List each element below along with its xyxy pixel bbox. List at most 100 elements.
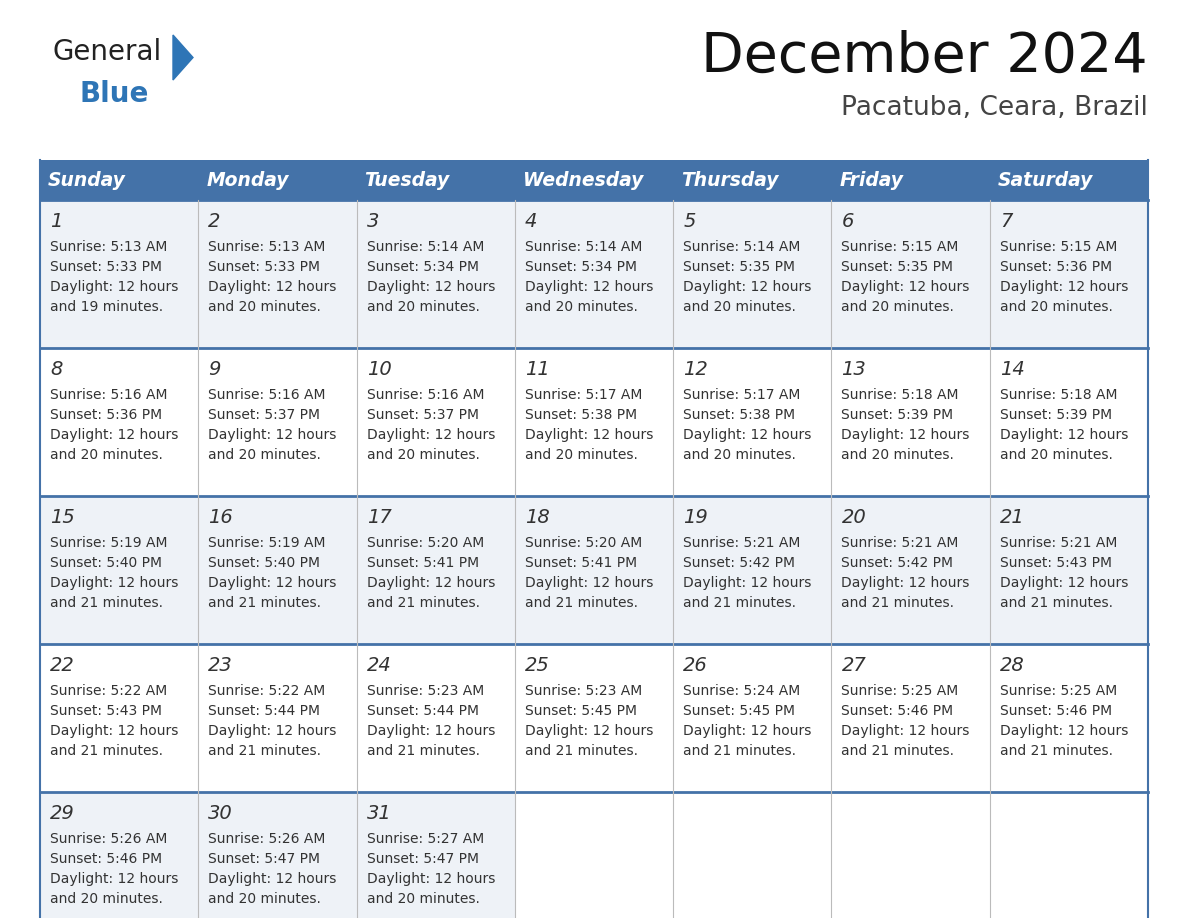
Text: and 20 minutes.: and 20 minutes. — [50, 448, 163, 462]
Text: and 21 minutes.: and 21 minutes. — [525, 744, 638, 758]
Text: Sunrise: 5:23 AM: Sunrise: 5:23 AM — [525, 684, 642, 698]
Text: Sunset: 5:43 PM: Sunset: 5:43 PM — [1000, 556, 1112, 570]
Text: and 21 minutes.: and 21 minutes. — [208, 596, 321, 610]
Text: 14: 14 — [1000, 360, 1024, 379]
Text: 26: 26 — [683, 656, 708, 675]
Text: Daylight: 12 hours: Daylight: 12 hours — [683, 280, 811, 294]
Text: Sunset: 5:46 PM: Sunset: 5:46 PM — [50, 852, 162, 866]
Text: Sunrise: 5:22 AM: Sunrise: 5:22 AM — [50, 684, 168, 698]
Bar — [40, 348, 1148, 496]
Bar — [832, 792, 990, 918]
Text: Sunrise: 5:26 AM: Sunrise: 5:26 AM — [208, 832, 326, 846]
Text: Daylight: 12 hours: Daylight: 12 hours — [1000, 280, 1129, 294]
Text: Sunrise: 5:23 AM: Sunrise: 5:23 AM — [367, 684, 484, 698]
Text: Daylight: 12 hours: Daylight: 12 hours — [683, 724, 811, 738]
Text: Daylight: 12 hours: Daylight: 12 hours — [50, 872, 178, 886]
Bar — [990, 792, 1148, 918]
Text: Sunset: 5:36 PM: Sunset: 5:36 PM — [50, 408, 162, 422]
Bar — [40, 200, 1148, 348]
Text: Daylight: 12 hours: Daylight: 12 hours — [841, 576, 969, 590]
Text: 1: 1 — [50, 212, 63, 231]
Text: 29: 29 — [50, 804, 75, 823]
Text: 20: 20 — [841, 508, 866, 527]
Text: Sunset: 5:42 PM: Sunset: 5:42 PM — [841, 556, 954, 570]
Text: 16: 16 — [208, 508, 233, 527]
Bar — [674, 792, 832, 918]
Bar — [832, 160, 990, 200]
Text: December 2024: December 2024 — [701, 30, 1148, 84]
Text: Daylight: 12 hours: Daylight: 12 hours — [50, 280, 178, 294]
Text: 7: 7 — [1000, 212, 1012, 231]
Text: Sunrise: 5:16 AM: Sunrise: 5:16 AM — [50, 388, 168, 402]
Text: Sunrise: 5:21 AM: Sunrise: 5:21 AM — [683, 536, 801, 550]
Text: Daylight: 12 hours: Daylight: 12 hours — [50, 576, 178, 590]
Text: Sunrise: 5:20 AM: Sunrise: 5:20 AM — [525, 536, 642, 550]
Text: Daylight: 12 hours: Daylight: 12 hours — [367, 576, 495, 590]
Text: Sunset: 5:44 PM: Sunset: 5:44 PM — [208, 704, 321, 718]
Text: Daylight: 12 hours: Daylight: 12 hours — [683, 428, 811, 442]
Text: and 20 minutes.: and 20 minutes. — [841, 448, 954, 462]
Bar — [514, 160, 674, 200]
Text: 2: 2 — [208, 212, 221, 231]
Text: 19: 19 — [683, 508, 708, 527]
Text: Sunset: 5:41 PM: Sunset: 5:41 PM — [367, 556, 479, 570]
Text: Daylight: 12 hours: Daylight: 12 hours — [525, 576, 653, 590]
Text: Daylight: 12 hours: Daylight: 12 hours — [367, 724, 495, 738]
Text: Sunrise: 5:20 AM: Sunrise: 5:20 AM — [367, 536, 484, 550]
Text: and 21 minutes.: and 21 minutes. — [1000, 596, 1113, 610]
Text: and 20 minutes.: and 20 minutes. — [683, 448, 796, 462]
Text: Daylight: 12 hours: Daylight: 12 hours — [208, 280, 336, 294]
Text: 3: 3 — [367, 212, 379, 231]
Text: Sunset: 5:33 PM: Sunset: 5:33 PM — [50, 260, 162, 274]
Text: Sunset: 5:46 PM: Sunset: 5:46 PM — [841, 704, 954, 718]
Text: Wednesday: Wednesday — [523, 171, 643, 189]
Text: Daylight: 12 hours: Daylight: 12 hours — [1000, 724, 1129, 738]
Text: Sunrise: 5:24 AM: Sunrise: 5:24 AM — [683, 684, 801, 698]
Text: 9: 9 — [208, 360, 221, 379]
Text: and 21 minutes.: and 21 minutes. — [525, 596, 638, 610]
Text: 12: 12 — [683, 360, 708, 379]
Text: and 20 minutes.: and 20 minutes. — [367, 892, 480, 906]
Text: Sunrise: 5:21 AM: Sunrise: 5:21 AM — [841, 536, 959, 550]
Text: Sunset: 5:42 PM: Sunset: 5:42 PM — [683, 556, 795, 570]
Bar — [40, 644, 1148, 792]
Text: and 20 minutes.: and 20 minutes. — [1000, 300, 1113, 314]
Text: and 20 minutes.: and 20 minutes. — [50, 892, 163, 906]
Bar — [40, 160, 198, 200]
Text: Sunset: 5:35 PM: Sunset: 5:35 PM — [683, 260, 795, 274]
Text: Sunrise: 5:25 AM: Sunrise: 5:25 AM — [1000, 684, 1117, 698]
Text: and 21 minutes.: and 21 minutes. — [841, 744, 954, 758]
Text: Sunset: 5:34 PM: Sunset: 5:34 PM — [367, 260, 479, 274]
Text: Daylight: 12 hours: Daylight: 12 hours — [208, 872, 336, 886]
Text: Sunset: 5:40 PM: Sunset: 5:40 PM — [208, 556, 321, 570]
Text: and 20 minutes.: and 20 minutes. — [208, 892, 321, 906]
Text: and 21 minutes.: and 21 minutes. — [208, 744, 321, 758]
Text: Sunrise: 5:17 AM: Sunrise: 5:17 AM — [525, 388, 643, 402]
Text: and 20 minutes.: and 20 minutes. — [683, 300, 796, 314]
Text: Sunrise: 5:14 AM: Sunrise: 5:14 AM — [683, 240, 801, 254]
Text: Sunset: 5:35 PM: Sunset: 5:35 PM — [841, 260, 954, 274]
Text: Sunrise: 5:14 AM: Sunrise: 5:14 AM — [525, 240, 643, 254]
Text: Sunset: 5:37 PM: Sunset: 5:37 PM — [367, 408, 479, 422]
Text: Sunset: 5:34 PM: Sunset: 5:34 PM — [525, 260, 637, 274]
Text: Sunrise: 5:14 AM: Sunrise: 5:14 AM — [367, 240, 484, 254]
Text: Daylight: 12 hours: Daylight: 12 hours — [50, 428, 178, 442]
Text: Daylight: 12 hours: Daylight: 12 hours — [208, 576, 336, 590]
Text: Daylight: 12 hours: Daylight: 12 hours — [367, 428, 495, 442]
Text: 27: 27 — [841, 656, 866, 675]
Polygon shape — [173, 35, 192, 80]
Text: Daylight: 12 hours: Daylight: 12 hours — [1000, 428, 1129, 442]
Text: 21: 21 — [1000, 508, 1024, 527]
Text: and 20 minutes.: and 20 minutes. — [208, 448, 321, 462]
Text: and 21 minutes.: and 21 minutes. — [1000, 744, 1113, 758]
Text: Sunset: 5:38 PM: Sunset: 5:38 PM — [683, 408, 795, 422]
Text: Sunrise: 5:18 AM: Sunrise: 5:18 AM — [841, 388, 959, 402]
Text: Monday: Monday — [207, 171, 289, 189]
Text: Daylight: 12 hours: Daylight: 12 hours — [208, 724, 336, 738]
Text: Blue: Blue — [80, 80, 150, 108]
Text: Sunday: Sunday — [48, 171, 126, 189]
Text: and 21 minutes.: and 21 minutes. — [367, 596, 480, 610]
Bar — [674, 160, 832, 200]
Text: 30: 30 — [208, 804, 233, 823]
Text: and 20 minutes.: and 20 minutes. — [525, 448, 638, 462]
